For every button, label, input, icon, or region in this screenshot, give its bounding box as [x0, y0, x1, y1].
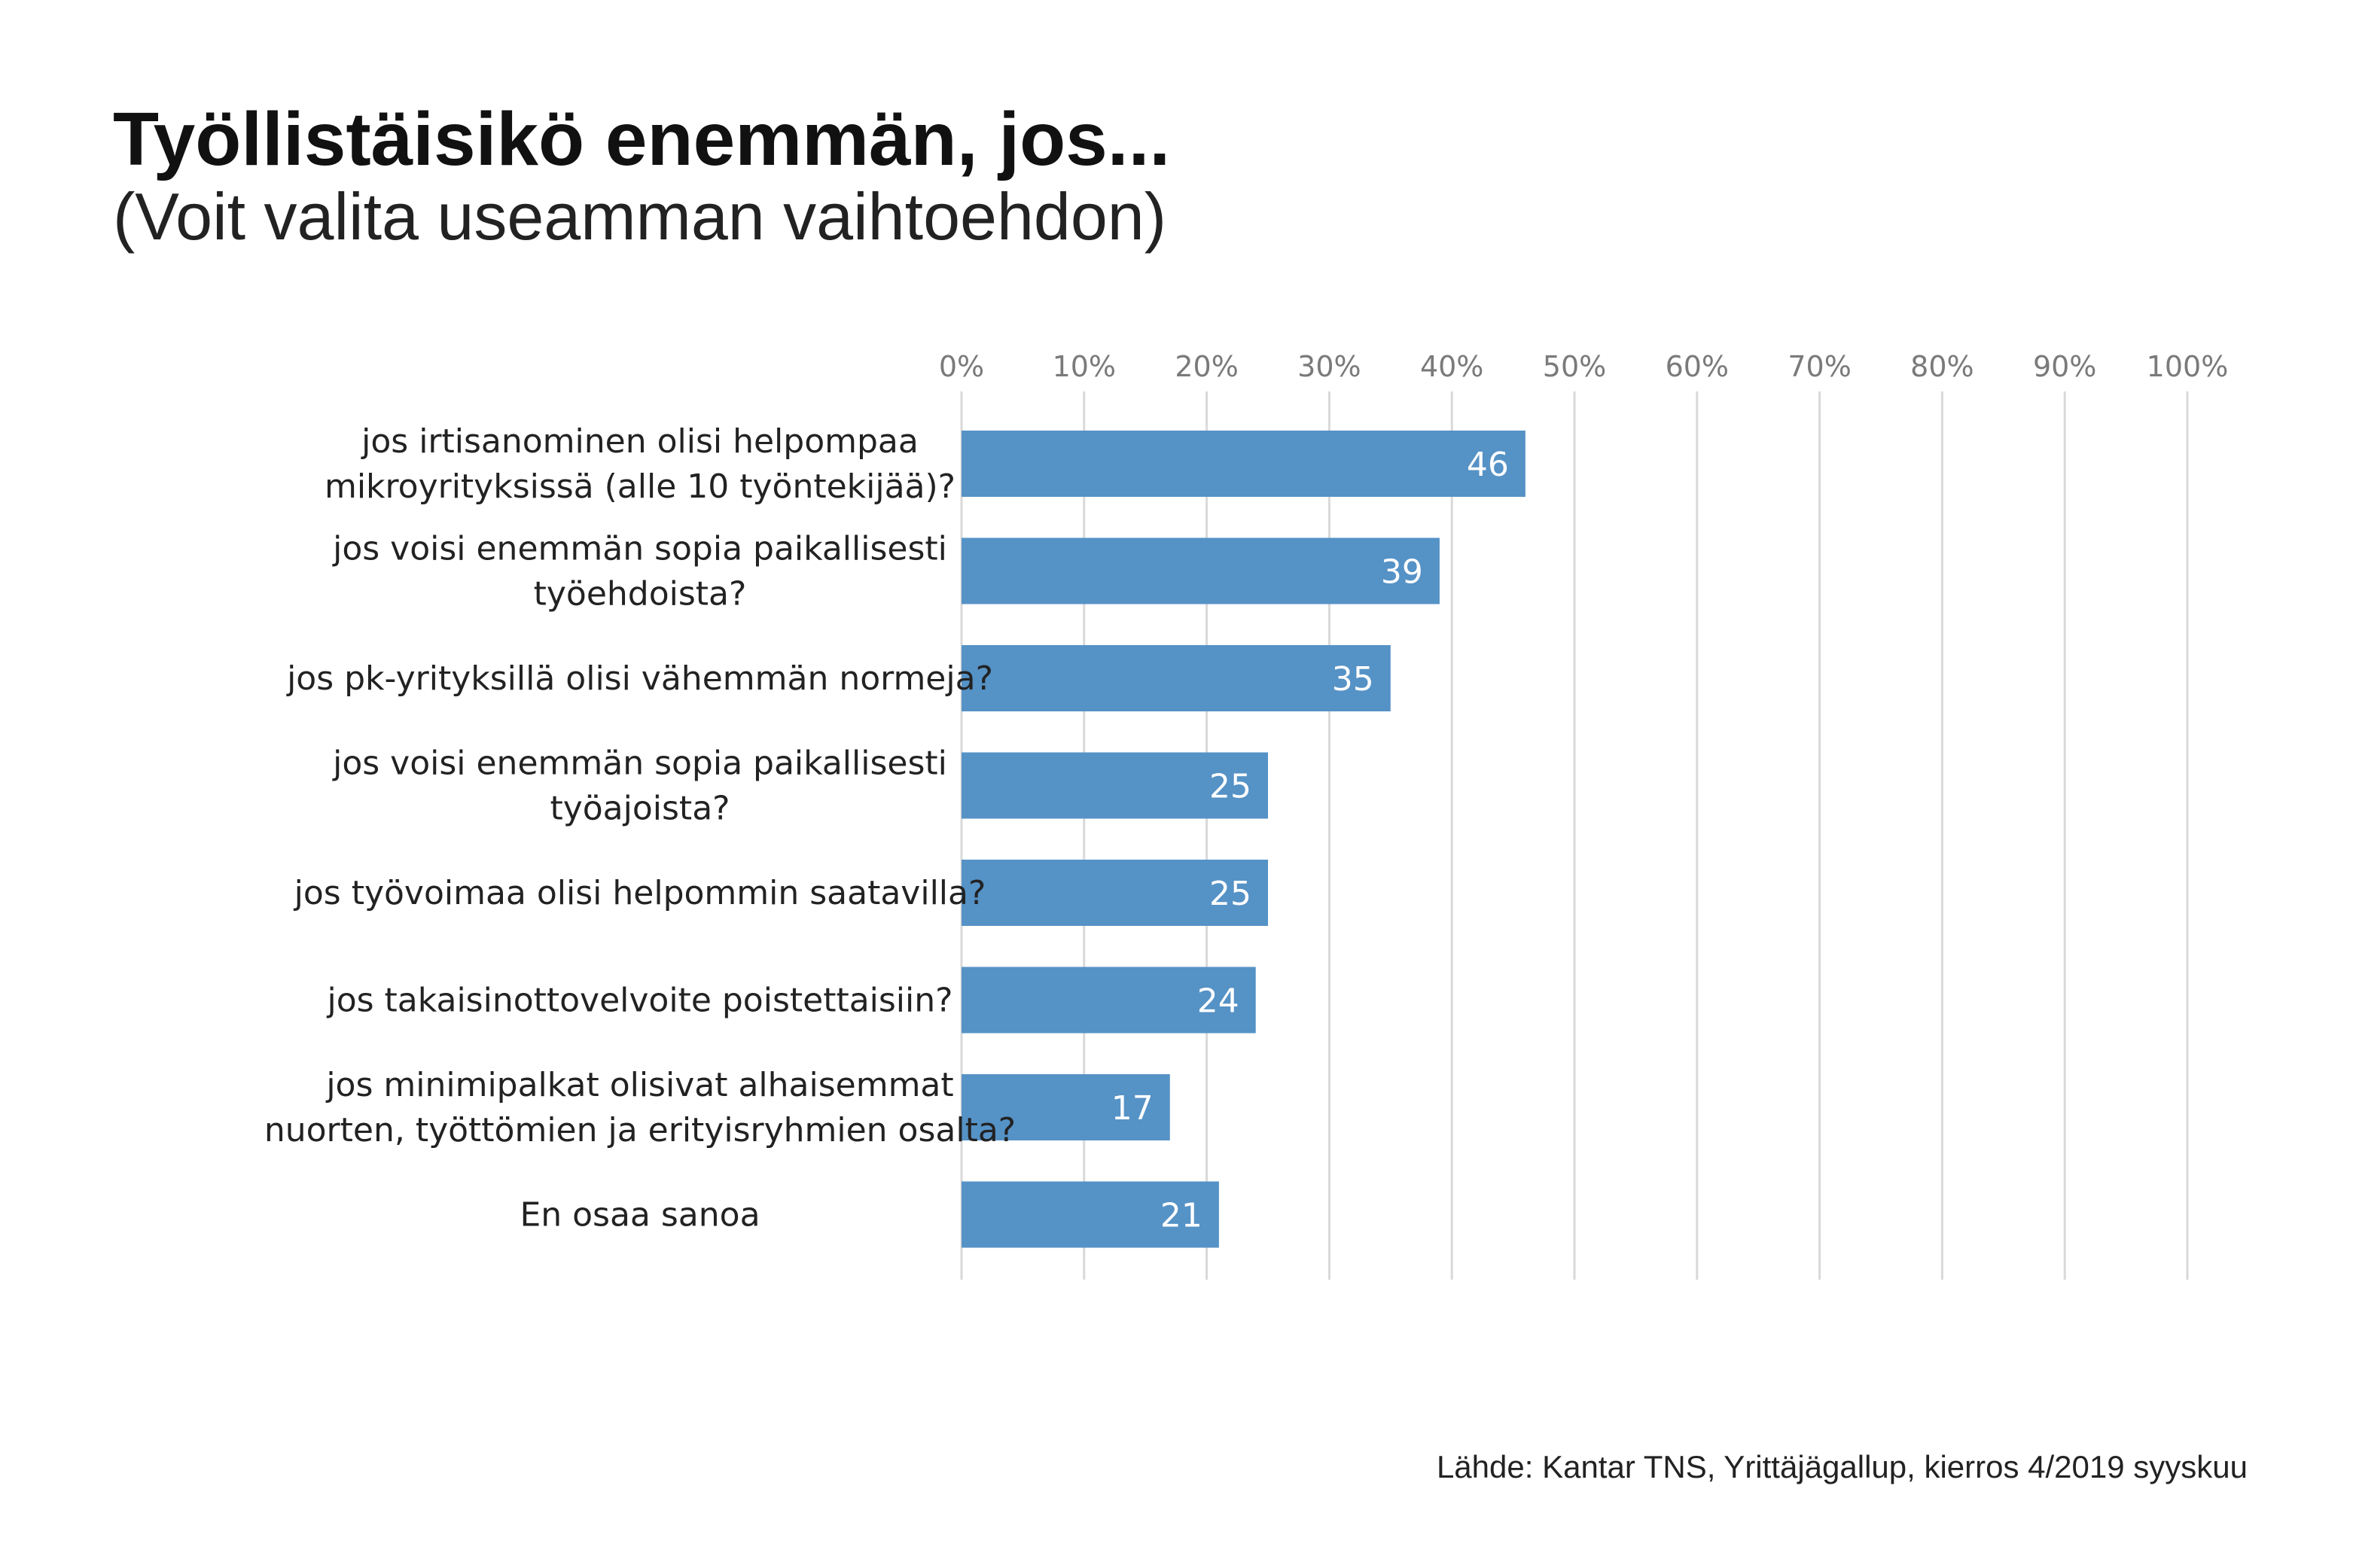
category-label: jos pk-yrityksillä olisi vähemmän normej… [286, 659, 993, 698]
source-note: Lähde: Kantar TNS, Yrittäjägallup, kierr… [1436, 1449, 2248, 1484]
category-label: jos voisi enemmän sopia paikallisesti [332, 530, 947, 568]
data-label: 35 [1332, 660, 1374, 699]
category-label: jos irtisanominen olisi helpompaa [361, 422, 919, 461]
category-label: työehdoista? [534, 575, 747, 613]
category-label: jos minimipalkat olisivat alhaisemmat [325, 1066, 953, 1104]
data-label: 39 [1381, 553, 1423, 592]
bar [962, 860, 1268, 926]
bar [962, 967, 1256, 1034]
category-label: En osaa sanoa [520, 1196, 760, 1235]
data-label: 21 [1160, 1197, 1202, 1235]
bar [962, 1181, 1219, 1248]
x-tick-label: 100% [2147, 350, 2229, 383]
x-tick-label: 50% [1543, 350, 1606, 383]
x-tick-label: 60% [1666, 350, 1729, 383]
x-tick-label: 40% [1420, 350, 1483, 383]
gridlines [960, 391, 2189, 1280]
data-label: 25 [1209, 768, 1251, 806]
chart-subtitle: (Voit valita useamman vaihtoehdon) [113, 179, 1167, 254]
bar [962, 1074, 1170, 1140]
bar [962, 645, 1391, 711]
bars: 46 39 35 25 25 24 17 21 [962, 431, 1525, 1248]
data-label: 24 [1197, 982, 1239, 1021]
x-tick-label: 20% [1175, 350, 1238, 383]
category-label: nuorten, työttömien ja erityisryhmien os… [264, 1111, 1016, 1149]
category-label: työajoista? [550, 790, 730, 828]
x-tick-label: 70% [1788, 350, 1851, 383]
x-tick-label: 80% [1910, 350, 1974, 383]
category-label: jos työvoimaa olisi helpommin saatavilla… [294, 874, 986, 912]
x-axis-ticks: 0% 10% 20% 30% 40% 50% 60% 70% 80% 90% 100% [939, 350, 2228, 383]
x-tick-label: 0% [939, 350, 984, 383]
chart-title: Työllistäisikö enemmän, jos... [113, 97, 1171, 181]
data-label: 17 [1111, 1089, 1154, 1128]
x-tick-label: 30% [1297, 350, 1361, 383]
category-labels: jos irtisanominen olisi helpompaa mikroyr… [264, 422, 1016, 1235]
x-tick-label: 10% [1053, 350, 1116, 383]
category-label: mikroyrityksissä (alle 10 työntekijää)? [325, 467, 956, 506]
data-label: 46 [1467, 446, 1509, 484]
bar [962, 431, 1525, 497]
category-label: jos voisi enemmän sopia paikallisesti [332, 744, 947, 783]
bar [962, 752, 1268, 819]
bar [962, 537, 1440, 604]
x-tick-label: 90% [2033, 350, 2096, 383]
data-label: 25 [1209, 875, 1251, 913]
category-label: jos takaisinottovelvoite poistettaisiin? [327, 982, 953, 1020]
